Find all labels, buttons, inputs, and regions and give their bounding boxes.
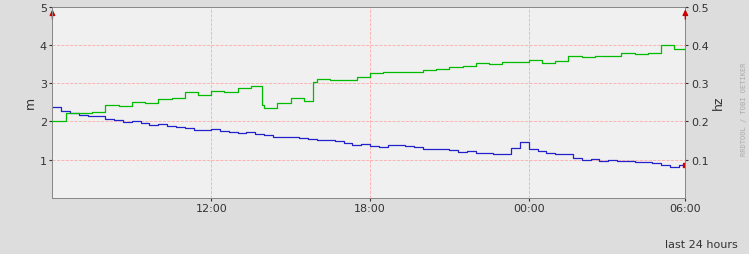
Text: RRDTOOL / TOBI OETIKER: RRDTOOL / TOBI OETIKER — [741, 63, 747, 156]
Text: last 24 hours: last 24 hours — [665, 239, 738, 249]
Y-axis label: hz: hz — [712, 96, 724, 110]
Y-axis label: m: m — [24, 97, 37, 109]
